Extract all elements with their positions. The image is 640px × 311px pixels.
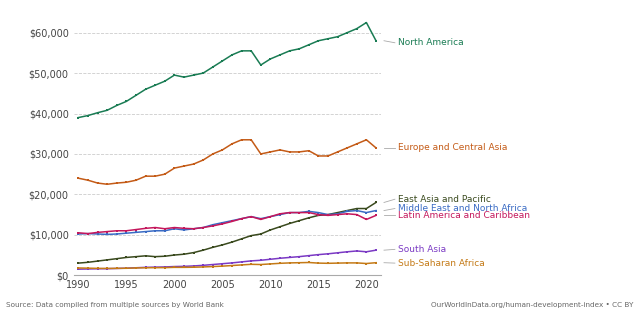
Text: Latin America and Caribbean: Latin America and Caribbean [398, 211, 530, 220]
Text: Sub-Saharan Africa: Sub-Saharan Africa [398, 259, 485, 267]
Text: South Asia: South Asia [398, 245, 446, 254]
Text: OurWorldInData.org/human-development-index • CC BY: OurWorldInData.org/human-development-ind… [431, 302, 634, 308]
Text: North America: North America [398, 38, 464, 47]
Text: East Asia and Pacific: East Asia and Pacific [398, 195, 491, 204]
Text: Europe and Central Asia: Europe and Central Asia [398, 143, 508, 152]
Text: Middle East and North Africa: Middle East and North Africa [398, 204, 527, 213]
Text: Source: Data compiled from multiple sources by World Bank: Source: Data compiled from multiple sour… [6, 302, 224, 308]
